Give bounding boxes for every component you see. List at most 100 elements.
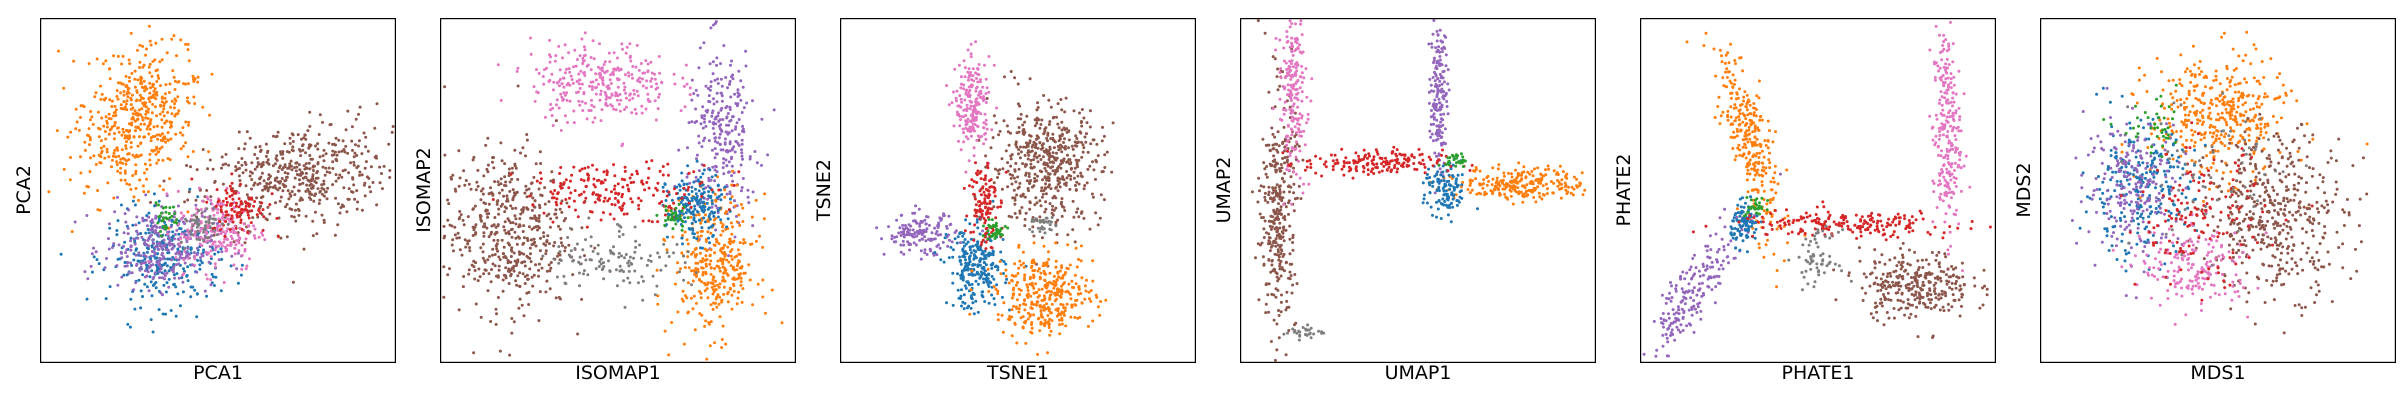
data-point (583, 48, 587, 52)
data-point (1088, 227, 1092, 231)
data-point (709, 80, 713, 84)
data-point (275, 158, 279, 162)
data-point (969, 120, 973, 124)
data-point (964, 170, 968, 174)
data-point (1073, 240, 1077, 244)
data-point (598, 75, 602, 79)
data-point (727, 83, 731, 86)
data-point (1079, 171, 1083, 175)
data-point (113, 132, 116, 135)
data-point (692, 294, 696, 298)
data-point (494, 307, 498, 311)
data-point (894, 240, 898, 244)
data-point (181, 290, 185, 294)
data-point (575, 91, 578, 95)
data-point (718, 295, 722, 299)
data-point (623, 73, 627, 77)
data-point (683, 193, 686, 197)
data-point (751, 303, 755, 307)
data-point (114, 108, 118, 112)
data-point (308, 154, 312, 157)
data-point (968, 125, 972, 129)
data-point (895, 235, 899, 239)
data-point (728, 287, 732, 291)
data-point (335, 153, 339, 157)
data-point (324, 152, 328, 156)
data-point (56, 49, 60, 53)
data-point (472, 259, 476, 263)
data-point (1074, 158, 1078, 162)
data-point (196, 217, 200, 221)
data-point (1016, 102, 1020, 106)
data-point (132, 288, 136, 292)
data-point (74, 107, 78, 111)
data-point (153, 230, 157, 234)
data-point (195, 292, 199, 296)
data-point (308, 192, 312, 196)
data-point (703, 120, 706, 124)
data-point (470, 263, 474, 267)
data-point (253, 181, 257, 185)
data-point (129, 31, 133, 35)
data-point (655, 268, 659, 272)
data-point (1080, 140, 1083, 144)
data-point (968, 245, 972, 249)
data-point (116, 195, 119, 199)
data-point (205, 207, 209, 211)
data-point (103, 130, 107, 133)
data-point (152, 89, 156, 93)
data-point (212, 284, 216, 287)
data-point (706, 296, 710, 300)
data-point (1024, 211, 1028, 215)
data-point (497, 212, 501, 216)
data-point (659, 268, 663, 272)
data-point (636, 94, 640, 98)
data-point (184, 141, 188, 145)
data-point (1056, 218, 1060, 222)
data-point (266, 186, 270, 190)
data-point (965, 122, 969, 125)
data-point (148, 71, 152, 75)
data-point (515, 264, 518, 267)
data-point (920, 220, 924, 224)
data-point (77, 128, 81, 132)
data-point (1032, 165, 1036, 169)
data-point (311, 175, 315, 179)
data-point (685, 296, 689, 300)
data-point (722, 44, 726, 48)
data-point (345, 210, 349, 214)
data-point (247, 216, 251, 220)
data-point (690, 221, 694, 225)
data-point (467, 182, 471, 186)
data-point (559, 236, 563, 240)
data-point (262, 179, 266, 183)
data-point (715, 295, 719, 299)
data-point (538, 290, 542, 294)
data-point (522, 224, 526, 228)
data-point (699, 229, 703, 233)
data-point (711, 126, 715, 130)
data-point (236, 233, 240, 237)
data-point (729, 201, 733, 205)
data-point (158, 184, 162, 188)
data-point (221, 182, 225, 186)
data-point (162, 114, 166, 118)
data-point (160, 125, 164, 129)
data-point (664, 208, 668, 212)
data-point (537, 71, 541, 75)
data-point (1049, 105, 1053, 109)
data-point (1040, 186, 1044, 190)
data-point (332, 153, 336, 157)
data-point (580, 100, 584, 104)
data-point (316, 147, 320, 151)
data-point (582, 54, 586, 58)
data-point (1017, 126, 1021, 129)
data-point (164, 290, 168, 294)
data-point (59, 252, 63, 256)
data-point (507, 243, 511, 247)
data-point (545, 239, 549, 242)
data-point (674, 211, 678, 215)
data-point (714, 117, 718, 121)
data-point (481, 192, 485, 196)
data-point (169, 122, 173, 125)
